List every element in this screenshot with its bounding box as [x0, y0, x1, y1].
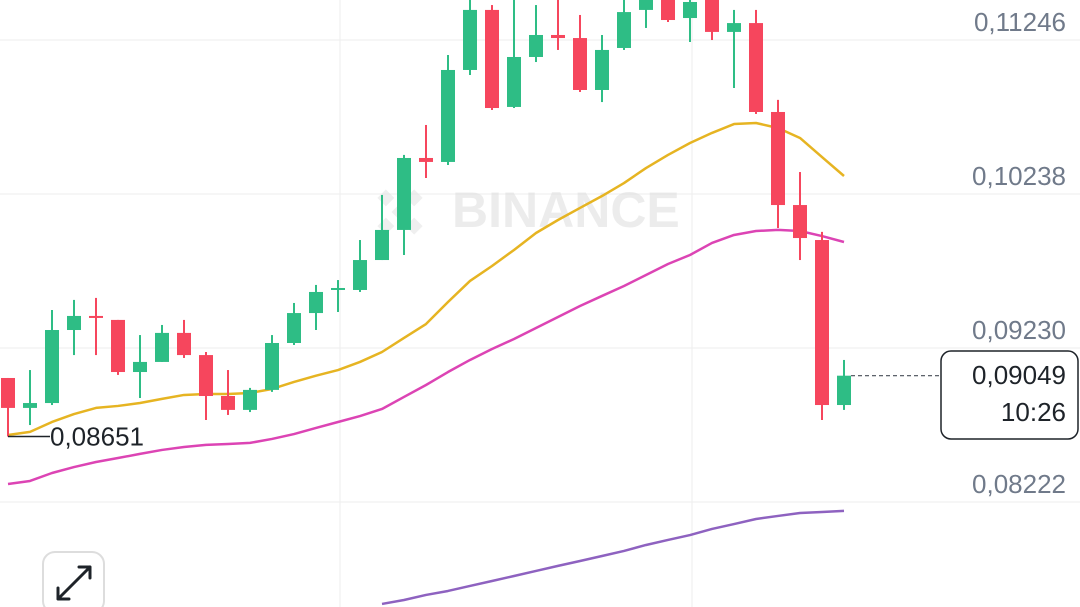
- price-box: 0,09049 10:26: [940, 350, 1079, 440]
- candle-body: [551, 34, 565, 39]
- candle-body: [507, 56, 521, 107]
- moving-average-line: [7, 121, 845, 437]
- candle-body: [661, 0, 675, 21]
- candle-body: [177, 332, 191, 356]
- candle-body: [243, 389, 257, 410]
- candle-body: [749, 23, 763, 112]
- candle-body: [1, 377, 15, 408]
- candle-body: [419, 157, 433, 162]
- candle-body: [705, 0, 719, 32]
- moving-averages: [7, 121, 845, 606]
- candle-body: [199, 355, 213, 397]
- candle-body: [595, 49, 609, 90]
- candle-body: [815, 240, 829, 406]
- candle-body: [331, 287, 345, 290]
- candle-body: [111, 319, 125, 373]
- moving-average-line: [7, 228, 845, 486]
- price-axis: 0,11246 0,10238 0,09230 0,08222: [972, 7, 1066, 499]
- candle-body: [441, 69, 455, 162]
- countdown: 10:26: [1001, 397, 1066, 427]
- y-tick-label: 0,08222: [972, 469, 1066, 499]
- candle-body: [463, 9, 477, 70]
- candle-body: [133, 361, 147, 373]
- candle-body: [837, 375, 851, 406]
- candle-body: [353, 260, 367, 290]
- candle-body: [683, 1, 697, 19]
- candle-body: [287, 313, 301, 343]
- candle-body: [617, 12, 631, 48]
- last-price-label: 0,09049: [972, 360, 1066, 390]
- candle-body: [397, 157, 411, 230]
- candle-body: [221, 396, 235, 410]
- candle-body: [23, 403, 37, 408]
- candle-body: [155, 332, 169, 362]
- price-box-frame: [940, 350, 1079, 440]
- candle-body: [375, 229, 389, 261]
- candle-body: [485, 9, 499, 109]
- candle-body: [793, 205, 807, 239]
- expand-icon[interactable]: [56, 565, 92, 601]
- candle-body: [45, 330, 59, 404]
- candle-body: [265, 342, 279, 390]
- candle-body: [89, 315, 103, 318]
- candle-body: [67, 315, 81, 331]
- y-tick-label: 0,09230: [972, 315, 1066, 345]
- low-marker-label: 0,08651: [50, 421, 144, 451]
- candle-body: [309, 291, 323, 314]
- candle-body: [529, 34, 543, 57]
- candles: [1, 0, 851, 437]
- watermark-text: BINANCE: [452, 182, 680, 238]
- candle-body: [727, 23, 741, 32]
- candle-body: [639, 0, 653, 10]
- expand-button-frame[interactable]: [42, 551, 105, 607]
- moving-average-line: [381, 509, 845, 606]
- expand-button[interactable]: [42, 551, 105, 607]
- candle-body: [573, 38, 587, 90]
- y-tick-label: 0,10238: [972, 161, 1066, 191]
- candle-body: [771, 111, 785, 206]
- y-tick-label: 0,11246: [974, 7, 1066, 37]
- watermark: BINANCE: [377, 182, 680, 238]
- overlay: 0,08651: [8, 375, 941, 451]
